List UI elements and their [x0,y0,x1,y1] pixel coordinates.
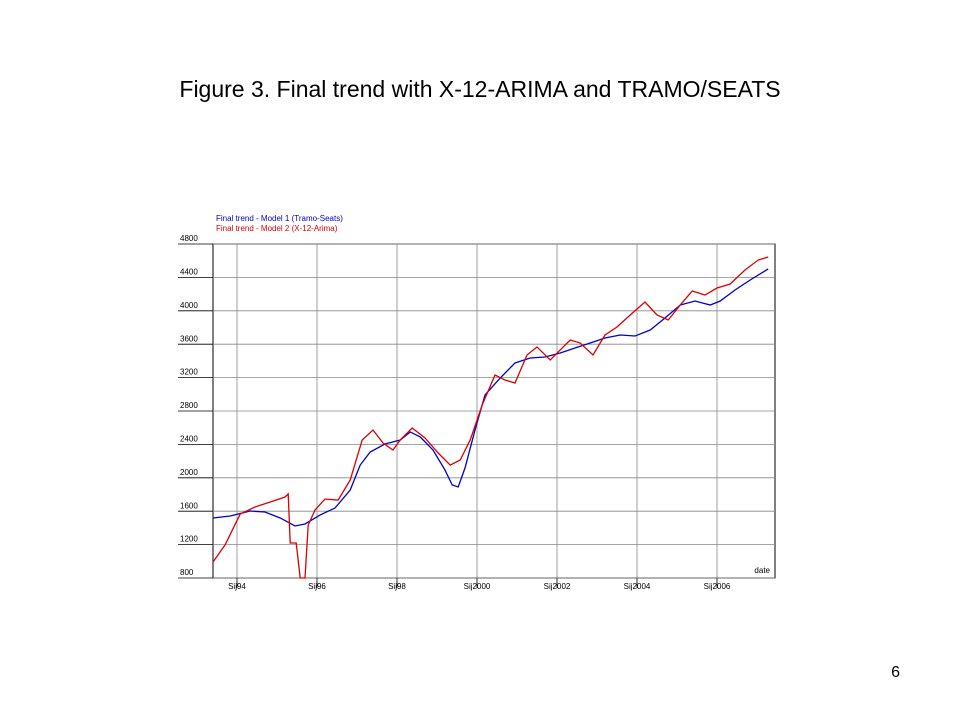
chart-title: Figure 3. Final trend with X-12-ARIMA an… [179,76,780,102]
trend-line [212,256,769,579]
y-tick-label: 1200 [180,535,198,544]
y-tick-label: 2400 [180,435,198,444]
y-tick-label: 4800 [180,234,198,243]
y-tick-label: 3600 [180,334,198,343]
trend-line [212,268,769,527]
y-tick-label: 1600 [180,501,198,510]
x-tick-label: Sij2006 [704,582,731,591]
y-tick-label: 2000 [180,468,198,477]
x-tick-label: Sij2004 [624,582,651,591]
y-tick-label: 3200 [180,368,198,377]
x-axis-label: date [754,566,770,575]
x-tick-label: Sij2002 [544,582,571,591]
x-tick-label: Sij96 [308,582,326,591]
y-tick-label: 800 [180,568,194,577]
y-tick-label: 4400 [180,268,198,277]
legend-entry: Final trend - Model 1 (Tramo-Seats) [216,214,343,223]
legend-entry: Final trend - Model 2 (X-12-Arima) [216,224,338,233]
page-number: 6 [891,664,900,681]
x-tick-label: Sij94 [228,582,246,591]
x-tick-label: Sij98 [388,582,406,591]
y-tick-label: 4000 [180,301,198,310]
x-tick-label: Sij2000 [464,582,491,591]
y-tick-label: 2800 [180,401,198,410]
